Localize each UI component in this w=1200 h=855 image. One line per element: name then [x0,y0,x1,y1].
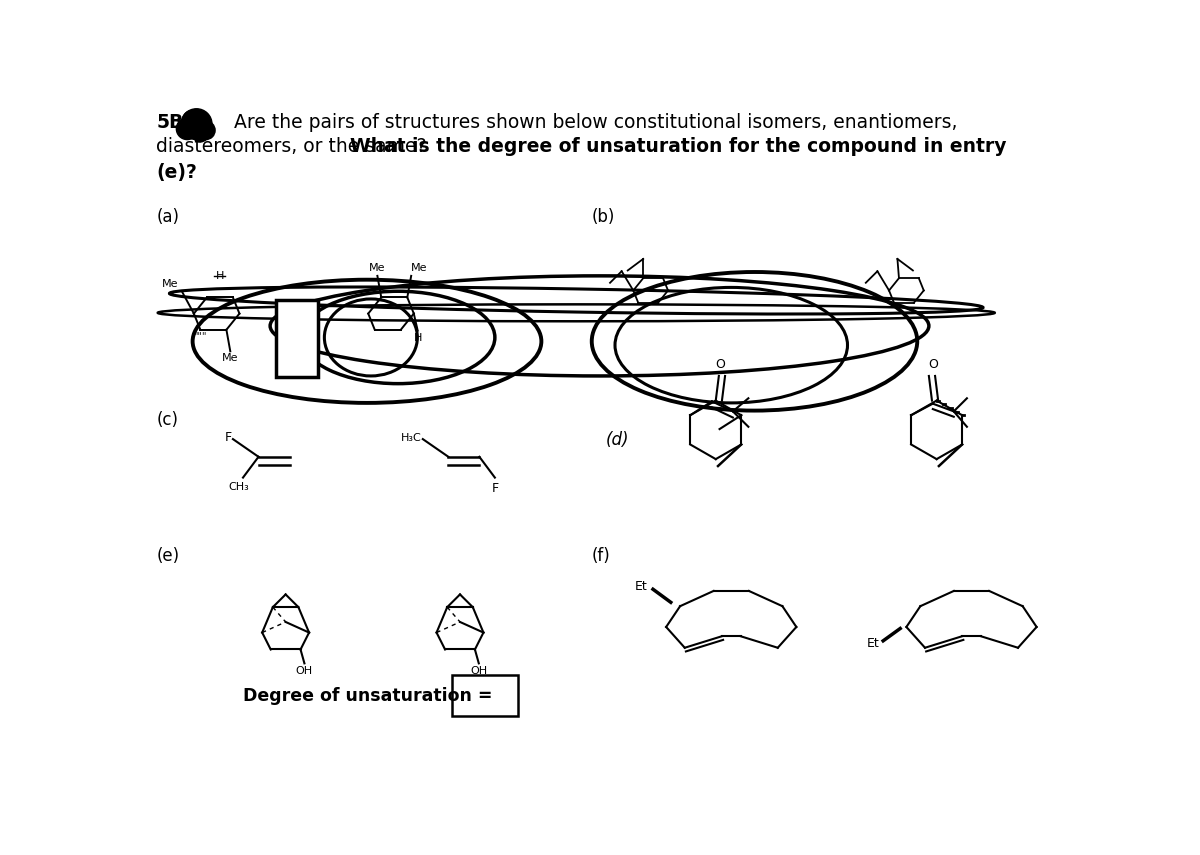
Text: O: O [929,358,938,371]
Text: Me: Me [222,353,239,363]
Text: Me: Me [370,262,385,273]
Text: Are the pairs of structures shown below constitutional isomers, enantiomers,: Are the pairs of structures shown below … [234,113,958,132]
Text: (b): (b) [592,208,616,226]
FancyBboxPatch shape [276,300,318,378]
Text: OH: OH [296,666,313,676]
Text: (a): (a) [156,208,179,226]
Text: CH₃: CH₃ [229,482,250,492]
Circle shape [176,118,198,139]
Text: (c): (c) [156,410,178,428]
Text: Et: Et [635,580,648,593]
Text: (e)?: (e)? [156,162,197,181]
Text: (e): (e) [156,547,179,565]
Text: (d): (d) [606,432,629,450]
Text: diastereomers, or the same?: diastereomers, or the same? [156,138,433,156]
Text: O: O [715,358,725,371]
Text: F: F [224,431,232,444]
Circle shape [197,121,215,139]
Text: Me: Me [162,279,179,289]
Text: """: """ [193,331,208,341]
Text: Me: Me [412,262,427,273]
Text: 5B.: 5B. [156,113,191,132]
Text: H: H [216,271,224,280]
Circle shape [182,110,203,130]
Text: H: H [414,333,422,343]
Text: F: F [491,482,498,495]
Text: OH: OH [470,666,487,676]
Text: Degree of unsaturation =: Degree of unsaturation = [242,687,492,705]
Bar [452,675,518,716]
Text: Et: Et [866,638,880,651]
Text: H₃C: H₃C [401,433,421,443]
Circle shape [192,125,209,142]
Circle shape [181,109,212,139]
Text: (f): (f) [592,547,611,565]
Text: What is the degree of unsaturation for the compound in entry: What is the degree of unsaturation for t… [350,138,1007,156]
